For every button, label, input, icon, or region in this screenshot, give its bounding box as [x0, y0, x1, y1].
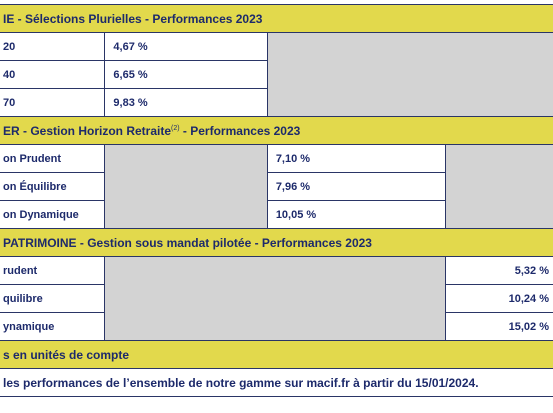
row-value: 5,32 % [445, 256, 553, 285]
table-row: on Équilibre 7,96 % [0, 172, 553, 201]
note-row: s en unités de compte [0, 340, 553, 369]
table-row: rudent 5,32 % [0, 256, 553, 341]
row-label: on Équilibre [0, 172, 106, 201]
row-value: 6,65 % [104, 60, 268, 89]
row-value: 10,24 % [445, 284, 553, 313]
section3-header-row: PATRIMOINE - Gestion sous mandat pilotée… [0, 228, 553, 257]
empty-cell [104, 256, 447, 341]
row-label: on Prudent [0, 144, 106, 173]
empty-cell [104, 144, 268, 229]
row-value: 10,05 % [266, 200, 447, 229]
row-value: 7,96 % [266, 172, 447, 201]
row-label: on Dynamique [0, 200, 106, 229]
table-row: 20 4,67 % [0, 32, 553, 117]
table-row: on Prudent 7,10 % [0, 144, 553, 229]
empty-cell [445, 144, 553, 229]
table-row: 40 6,65 % [0, 60, 553, 89]
row-label: quilibre [0, 284, 106, 313]
table-row: quilibre 10,24 % [0, 284, 553, 313]
row-label: 40 [0, 60, 106, 89]
row-label: 70 [0, 88, 106, 117]
empty-cell [266, 32, 553, 117]
footnote-marker: (2) [171, 124, 180, 132]
row-label: ynamique [0, 312, 106, 341]
footer-row: les performances de l’ensemble de notre … [0, 368, 553, 397]
table-row: on Dynamique 10,05 % [0, 200, 553, 229]
table-row: ynamique 15,02 % [0, 312, 553, 341]
row-value: 4,67 % [104, 32, 268, 61]
row-value: 15,02 % [445, 312, 553, 341]
row-label: rudent [0, 256, 106, 285]
performance-table: IE - Sélections Plurielles - Performance… [0, 4, 553, 397]
section2-header-row: ER - Gestion Horizon Retraite(2) - Perfo… [0, 116, 553, 145]
section1-header: IE - Sélections Plurielles - Performance… [0, 4, 553, 33]
section2-header-post: - Performances 2023 [179, 123, 301, 138]
row-value: 7,10 % [266, 144, 447, 173]
section2-header-pre: ER - Gestion Horizon Retraite [3, 123, 172, 138]
section3-header: PATRIMOINE - Gestion sous mandat pilotée… [0, 228, 553, 257]
row-label: 20 [0, 32, 106, 61]
row-value: 9,83 % [104, 88, 268, 117]
units-note: s en unités de compte [0, 340, 553, 369]
section1-header-row: IE - Sélections Plurielles - Performance… [0, 4, 553, 33]
section2-header: ER - Gestion Horizon Retraite(2) - Perfo… [0, 116, 553, 145]
footer-note: les performances de l’ensemble de notre … [0, 368, 553, 397]
